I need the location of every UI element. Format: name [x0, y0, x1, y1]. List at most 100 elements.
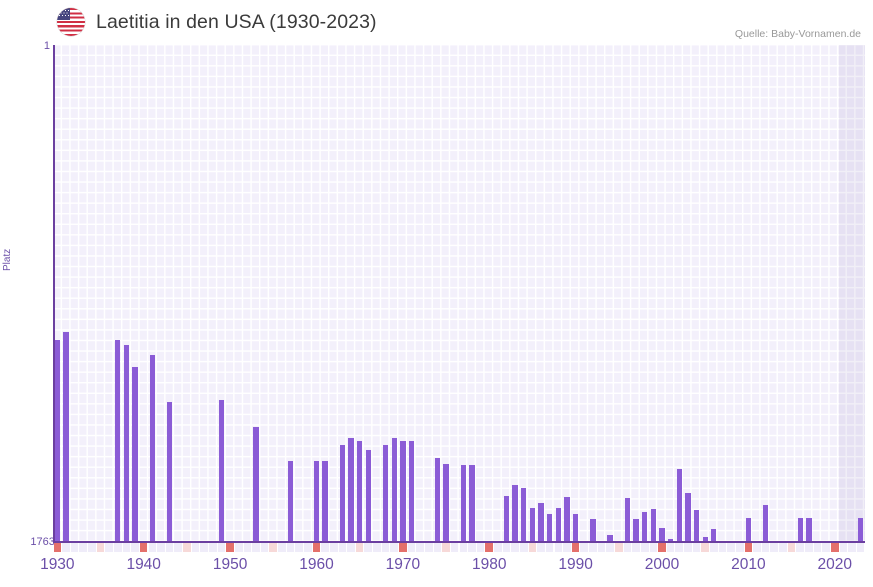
bar-1965[interactable] [356, 441, 363, 542]
bar-1988[interactable] [555, 508, 561, 542]
x-tick-1943 [165, 543, 174, 552]
bar-2010[interactable] [745, 518, 752, 542]
x-tick-2007 [718, 543, 727, 552]
x-tick-1970 [399, 543, 407, 552]
x-axis-line [53, 541, 865, 543]
x-tick-2011 [753, 543, 761, 552]
x-tick-1930 [53, 543, 62, 552]
x-tick-1968 [381, 543, 390, 552]
x-tick-1971 [407, 543, 416, 552]
bar-1938[interactable] [123, 345, 130, 542]
bar-1971[interactable] [408, 441, 415, 542]
bar-1964[interactable] [348, 438, 354, 542]
bar-1975[interactable] [443, 464, 449, 542]
x-tick-2004 [692, 543, 701, 552]
bar-1998[interactable] [642, 512, 648, 542]
x-tick-2002 [675, 543, 684, 552]
x-tick-2012 [761, 543, 770, 552]
bar-2003[interactable] [685, 493, 691, 542]
bar-1983[interactable] [512, 485, 518, 542]
bar-1953[interactable] [253, 427, 259, 542]
x-axis-ticks [53, 543, 865, 552]
bar-2001[interactable] [667, 539, 674, 542]
x-tick-2010 [744, 543, 753, 552]
bar-2016[interactable] [797, 518, 803, 542]
x-tick-2001 [666, 543, 675, 552]
bar-2017[interactable] [806, 518, 812, 542]
x-tick-1936 [105, 543, 113, 552]
x-tick-2008 [727, 543, 735, 552]
x-tick-1950 [226, 543, 234, 552]
x-tick-1993 [597, 543, 606, 552]
x-tick-2023 [856, 543, 865, 552]
x-label-1950: 1950 [212, 556, 248, 573]
bar-1996[interactable] [624, 498, 631, 542]
bar-1987[interactable] [547, 514, 553, 542]
bar-1978[interactable] [469, 465, 475, 542]
bar-1970[interactable] [400, 441, 406, 542]
x-tick-1983 [511, 543, 519, 552]
bar-2006[interactable] [711, 529, 717, 542]
x-tick-1953 [252, 543, 260, 552]
bar-1994[interactable] [607, 535, 613, 542]
x-tick-1984 [519, 543, 528, 552]
bar-1974[interactable] [434, 458, 441, 542]
bar-1957[interactable] [287, 461, 294, 542]
bar-1963[interactable] [339, 445, 346, 542]
x-tick-1991 [580, 543, 589, 552]
y-axis-title: Platz [2, 248, 13, 271]
x-label-2020: 2020 [817, 556, 853, 573]
bar-1989[interactable] [564, 497, 570, 542]
x-label-2000: 2000 [644, 556, 680, 573]
bar-1990[interactable] [572, 514, 579, 542]
x-tick-1980 [485, 543, 494, 552]
x-label-1940: 1940 [126, 556, 161, 573]
bar-1968[interactable] [382, 445, 389, 542]
bar-1966[interactable] [365, 450, 371, 542]
chart-header: Laetitia in den USA (1930-2023) Quelle: … [0, 0, 873, 44]
x-tick-2016 [796, 543, 804, 552]
bar-2023[interactable] [858, 518, 864, 542]
y-axis-line [53, 45, 55, 542]
x-tick-1989 [563, 543, 571, 552]
bar-2012[interactable] [762, 505, 769, 542]
x-tick-1935 [96, 543, 105, 552]
x-label-2010: 2010 [731, 556, 766, 573]
bar-2002[interactable] [676, 469, 682, 542]
title-group: Laetitia in den USA (1930-2023) [57, 5, 377, 39]
bar-1937[interactable] [115, 340, 121, 542]
bar-1999[interactable] [650, 509, 657, 542]
bar-1949[interactable] [218, 400, 225, 542]
x-tick-1959 [304, 543, 312, 552]
bar-1941[interactable] [149, 355, 155, 542]
bar-1961[interactable] [322, 461, 328, 542]
bar-1969[interactable] [391, 438, 397, 542]
bar-1930[interactable] [54, 340, 60, 542]
bar-1986[interactable] [538, 503, 544, 542]
x-tick-1999 [649, 543, 658, 552]
bar-1982[interactable] [503, 496, 510, 542]
bar-1997[interactable] [633, 519, 639, 542]
bar-1931[interactable] [63, 332, 69, 542]
x-tick-1975 [442, 543, 450, 552]
bar-1984[interactable] [521, 488, 527, 542]
bar-1960[interactable] [313, 461, 320, 542]
bar-1992[interactable] [590, 519, 596, 542]
x-tick-1994 [606, 543, 614, 552]
bar-1985[interactable] [529, 508, 536, 542]
x-tick-1985 [528, 543, 537, 552]
x-tick-1939 [131, 543, 139, 552]
bar-2000[interactable] [659, 528, 665, 542]
x-label-1960: 1960 [299, 556, 334, 573]
bar-2004[interactable] [693, 510, 700, 542]
x-tick-1946 [191, 543, 200, 552]
bar-1977[interactable] [460, 465, 466, 542]
x-tick-1931 [62, 543, 70, 552]
x-tick-2013 [770, 543, 779, 552]
bar-1943[interactable] [166, 402, 173, 542]
x-tick-1972 [416, 543, 424, 552]
bar-2005[interactable] [702, 537, 708, 542]
x-tick-1948 [209, 543, 217, 552]
bar-1939[interactable] [132, 367, 138, 542]
x-tick-1951 [234, 543, 243, 552]
